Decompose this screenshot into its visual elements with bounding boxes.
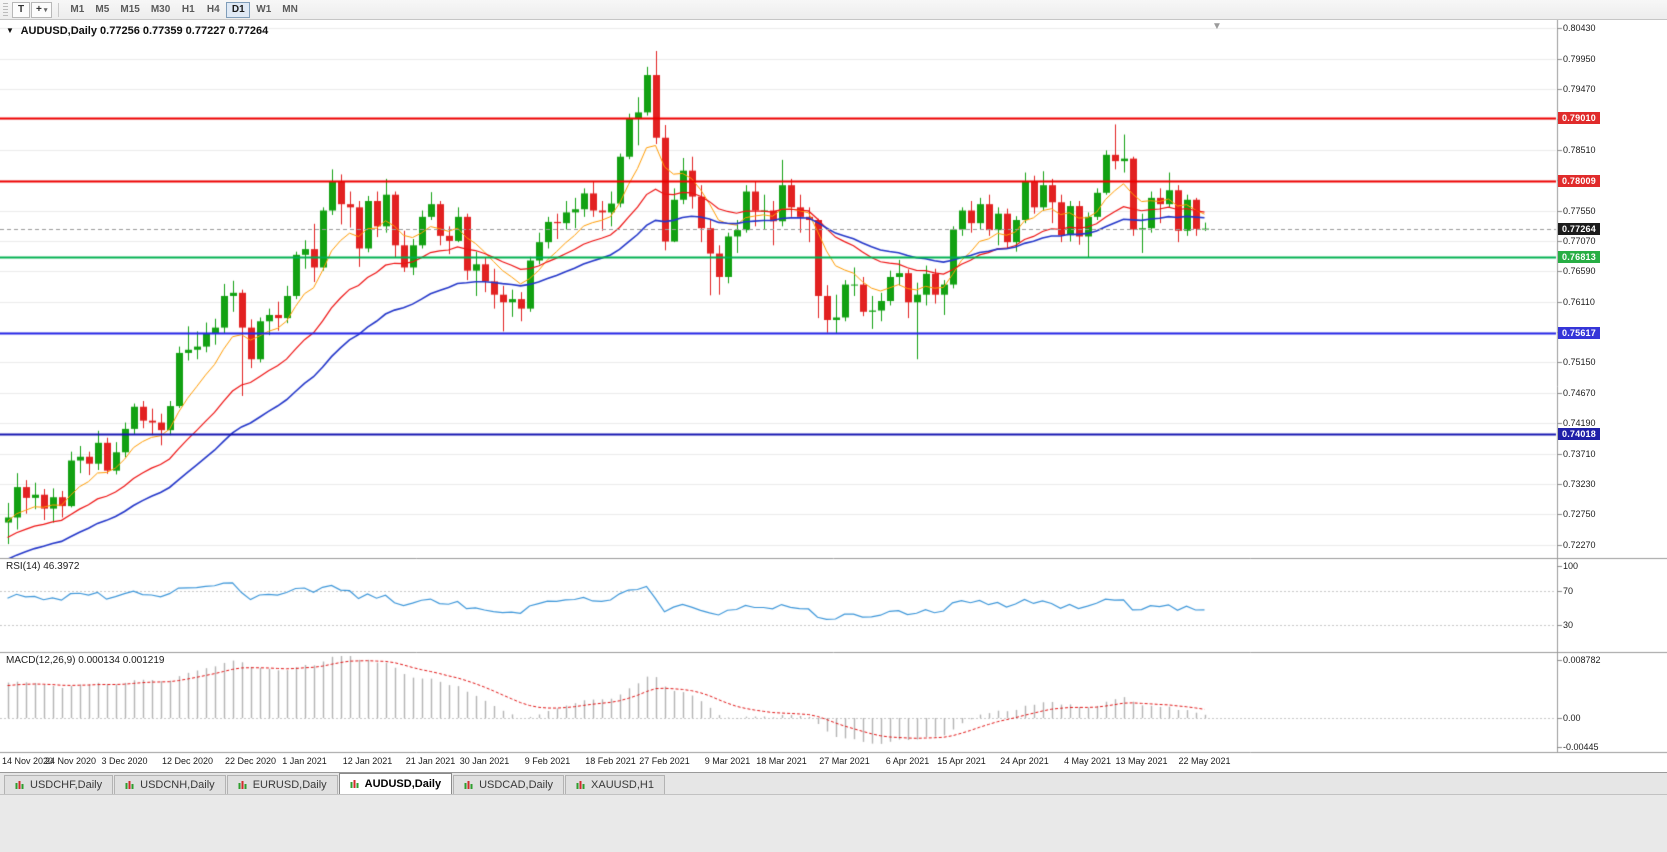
rsi-axis-tick: 30 xyxy=(1563,619,1574,630)
price-axis-tick: 0.77550 xyxy=(1563,205,1596,216)
collapse-indicator-icon[interactable]: ▼ xyxy=(6,26,14,35)
chart-tab-icon xyxy=(350,780,359,788)
price-axis-tick: 0.79950 xyxy=(1563,53,1596,64)
time-axis-tick: 27 Mar 2021 xyxy=(819,756,870,766)
time-axis-tick: 18 Feb 2021 xyxy=(585,756,636,766)
price-level-badge: 0.75617 xyxy=(1558,326,1600,339)
rsi-axis-tick: 70 xyxy=(1563,586,1574,597)
status-bar xyxy=(0,794,1667,852)
chart-tab-icon xyxy=(576,781,585,789)
chart-tab-label: EURUSD,Daily xyxy=(252,779,327,791)
toolbar-text-tool-button[interactable]: T xyxy=(12,1,30,18)
price-axis-tick: 0.80430 xyxy=(1563,23,1596,34)
chart-tab-label: USDCAD,Daily xyxy=(479,779,554,791)
time-axis-tick: 12 Dec 2020 xyxy=(161,756,214,766)
macd-axis-tick: 0.008782 xyxy=(1563,655,1601,665)
chart-tab-xauusd[interactable]: XAUUSD,H1 xyxy=(565,775,665,794)
price-level-badge: 0.78009 xyxy=(1558,175,1600,188)
timeframe-group: M1 M5 M15 M30 H1 H4 D1 W1 MN xyxy=(65,1,303,18)
chart-tab-icon xyxy=(125,781,134,789)
price-axis-tick: 0.73710 xyxy=(1563,448,1596,459)
time-axis-tick: 14 Nov 2020 xyxy=(2,756,54,766)
macd-axis-tick: -0.00445 xyxy=(1563,742,1599,753)
crosshair-icon: + xyxy=(36,4,42,15)
chart-tab-label: AUDUSD,Daily xyxy=(364,778,442,790)
toolbar-separator xyxy=(58,2,60,17)
time-axis-tick: 21 Jan 2021 xyxy=(405,756,456,766)
price-axis-tick: 0.72270 xyxy=(1563,539,1596,550)
chart-tab-icon xyxy=(15,781,24,789)
time-axis-tick: 3 Dec 2020 xyxy=(101,756,148,766)
time-axis-tick: 13 May 2021 xyxy=(1115,756,1168,766)
rsi-label: RSI(14) 46.3972 xyxy=(6,561,80,572)
symbol-period-label: AUDUSD,Daily xyxy=(20,25,97,37)
price-axis-tick: 0.75150 xyxy=(1563,357,1596,368)
chart-shift-marker-icon[interactable]: ▼ xyxy=(1212,21,1222,32)
price-axis-tick: 0.74190 xyxy=(1563,418,1596,429)
timeframe-button-w1[interactable]: W1 xyxy=(251,2,276,18)
price-axis-tick: 0.76110 xyxy=(1563,296,1595,307)
time-axis-tick: 4 May 2021 xyxy=(1063,756,1112,766)
timeframe-button-h1[interactable]: H1 xyxy=(176,2,200,18)
timeframe-button-m15[interactable]: M15 xyxy=(115,2,144,18)
time-axis-tick: 12 Jan 2021 xyxy=(342,756,393,766)
time-axis-tick: 24 Apr 2021 xyxy=(1000,756,1049,766)
timeframe-button-m1[interactable]: M1 xyxy=(65,2,89,18)
chart-title: ▼ AUDUSD,Daily 0.77256 0.77359 0.77227 0… xyxy=(6,25,268,37)
time-axis-tick: 9 Mar 2021 xyxy=(704,756,751,766)
timeframe-button-mn[interactable]: MN xyxy=(277,2,303,18)
ohlc-label: 0.77256 0.77359 0.77227 0.77264 xyxy=(100,25,269,37)
time-axis-tick: 1 Jan 2021 xyxy=(282,756,327,766)
chevron-down-icon: ▾ xyxy=(43,6,48,14)
time-axis-tick: 30 Jan 2021 xyxy=(459,756,510,766)
time-axis-tick: 27 Feb 2021 xyxy=(639,756,690,766)
time-axis-tick: 22 May 2021 xyxy=(1178,756,1231,766)
time-axis-tick: 6 Apr 2021 xyxy=(885,756,930,766)
time-axis-tick: 9 Feb 2021 xyxy=(524,756,571,766)
timeframe-button-h4[interactable]: H4 xyxy=(201,2,225,18)
price-level-badge: 0.74018 xyxy=(1558,428,1600,441)
timeframe-button-m5[interactable]: M5 xyxy=(90,2,114,18)
macd-label: MACD(12,26,9) 0.000134 0.001219 xyxy=(6,655,165,666)
chart-tab-icon xyxy=(464,781,473,789)
time-axis-tick: 22 Dec 2020 xyxy=(224,756,277,766)
toolbar: T + ▾ M1 M5 M15 M30 H1 H4 D1 W1 MN xyxy=(0,0,1667,20)
chart-tab-label: XAUUSD,H1 xyxy=(591,779,654,791)
price-axis-tick: 0.72750 xyxy=(1563,509,1596,520)
chart-tab-icon xyxy=(238,781,247,789)
chart-tab-usdcad[interactable]: USDCAD,Daily xyxy=(453,775,565,794)
rsi-axis-tick: 100 xyxy=(1563,561,1579,571)
chart-tabs-bar: USDCHF,Daily USDCNH,Daily EURUSD,Daily AUDU… xyxy=(0,772,1667,794)
timeframe-button-d1[interactable]: D1 xyxy=(226,1,251,18)
chart-tab-usdchf[interactable]: USDCHF,Daily xyxy=(4,775,114,794)
chart-tab-label: USDCNH,Daily xyxy=(140,779,215,791)
chart-tab-audusd[interactable]: AUDUSD,Daily xyxy=(338,773,453,794)
time-axis-tick: 15 Apr 2021 xyxy=(937,756,986,766)
time-axis-tick: 18 Mar 2021 xyxy=(756,756,807,766)
price-level-badge: 0.76813 xyxy=(1558,251,1600,264)
price-axis-tick: 0.77070 xyxy=(1563,235,1596,246)
price-axis-tick: 0.76590 xyxy=(1563,266,1596,277)
price-level-badge: 0.79010 xyxy=(1558,112,1600,125)
price-axis-tick: 0.73230 xyxy=(1563,478,1596,489)
time-axis-tick: 24 Nov 2020 xyxy=(44,756,97,766)
toolbar-crosshair-tool-button[interactable]: + ▾ xyxy=(31,1,53,18)
chart-tab-eurusd[interactable]: EURUSD,Daily xyxy=(226,775,338,794)
price-axis-tick: 0.79470 xyxy=(1563,83,1596,94)
macd-axis-tick: 0.00 xyxy=(1563,713,1581,723)
chart-tab-usdcnh[interactable]: USDCNH,Daily xyxy=(114,775,226,794)
chart-canvas[interactable] xyxy=(0,20,1667,772)
price-axis-tick: 0.74670 xyxy=(1563,387,1596,398)
price-axis-tick: 0.78510 xyxy=(1563,144,1596,155)
current-price-badge: 0.77264 xyxy=(1558,222,1600,235)
toolbar-grip[interactable] xyxy=(3,2,8,17)
chart-region: ▼ AUDUSD,Daily 0.77256 0.77359 0.77227 0… xyxy=(0,20,1667,772)
chart-tab-label: USDCHF,Daily xyxy=(30,779,103,791)
timeframe-button-m30[interactable]: M30 xyxy=(146,2,175,18)
